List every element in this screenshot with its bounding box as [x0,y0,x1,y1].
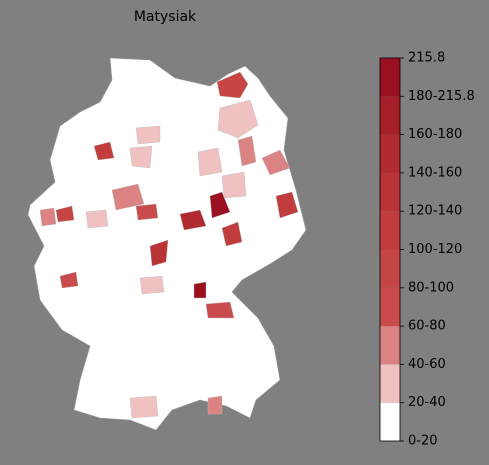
colorbar-label: 160-180 [408,127,462,142]
colorbar-label: 100-120 [408,242,462,257]
colorbar: 0-20 20-40 40-60 60-80 80-100 100-120 120-140 1… [379,51,475,449]
colorbar-label: 215.8 [408,51,445,66]
colorbar-segment [380,96,400,135]
region [59,271,79,289]
colorbar-label: 40-60 [408,357,446,372]
colorbar-segment [380,172,400,212]
colorbar-segment [380,364,400,403]
region [209,191,231,219]
germany-map [27,57,307,431]
colorbar-label: 0-20 [408,434,438,449]
region [55,205,75,223]
colorbar-segment [380,211,400,250]
region [217,99,259,139]
region [135,203,159,221]
colorbar-segment [380,326,400,365]
map-title: Matysiak [134,9,197,25]
colorbar-label: 80-100 [408,280,454,295]
region [275,191,299,219]
colorbar-label: 20-40 [408,395,446,410]
colorbar-segment [380,249,400,288]
colorbar-segment [380,402,400,441]
region [85,209,109,229]
region [129,145,153,169]
colorbar-segment [380,134,400,173]
region [111,183,145,211]
colorbar-label: 140-160 [408,165,462,180]
colorbar-label: 180-215.8 [408,89,475,104]
region [129,395,159,419]
region [139,275,165,295]
region [135,125,161,145]
region [197,147,223,177]
region [149,239,169,267]
colorbar-label: 120-140 [408,204,462,219]
region [216,71,249,99]
region [39,207,57,227]
region [179,209,207,231]
region [261,149,291,176]
region [221,221,243,247]
colorbar-segment [380,58,400,97]
colorbar-segment [380,287,400,327]
region [93,141,115,161]
region [205,301,235,319]
region [207,395,223,415]
region [221,171,247,199]
region [237,135,257,167]
region [193,281,207,299]
colorbar-label: 60-80 [408,319,446,334]
